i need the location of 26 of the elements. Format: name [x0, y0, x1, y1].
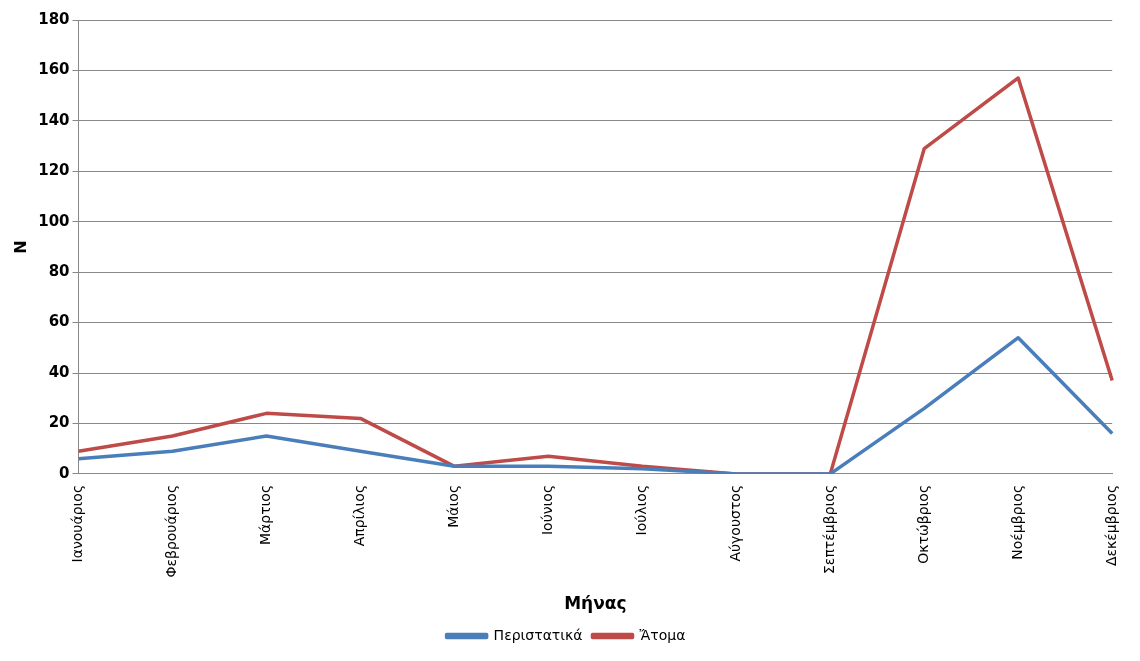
y-tick-label: 120 [38, 161, 70, 180]
x-axis-title: Μήνας [564, 593, 627, 614]
legend-label: Περιστατικά [493, 626, 583, 643]
y-tick-label: 40 [48, 362, 70, 381]
x-tick-label: Φεβρουάριος [163, 484, 180, 578]
y-tick-label: 100 [38, 211, 70, 230]
y-tick-label: 60 [48, 312, 70, 331]
y-axis-title: N [10, 240, 30, 254]
y-tick-label: 140 [38, 110, 70, 129]
x-tick-label: Οκτώβριος [914, 484, 931, 564]
x-tick-label: Αύγουστος [726, 484, 743, 562]
x-tick-label: Σεπτέμβριος [820, 484, 837, 574]
legend-label: Ἄτομα [639, 626, 686, 643]
x-tick-label: Ιανουάριος [69, 484, 86, 563]
x-tick-label: Απρίλιος [351, 484, 368, 547]
x-tick-label: Ιούνιος [539, 484, 556, 536]
y-tick-label: 20 [48, 413, 70, 432]
x-tick-label: Μάρτιος [257, 484, 274, 546]
x-tick-label: Νοέμβριος [1008, 484, 1025, 560]
y-tick-label: 80 [48, 262, 70, 281]
x-tick-label: Μάιος [445, 484, 462, 528]
y-tick-label: 160 [38, 60, 70, 79]
x-tick-label: Ιούλιος [632, 484, 649, 536]
x-tick-label: Δεκέμβριος [1102, 484, 1119, 567]
y-tick-label: 180 [38, 9, 70, 28]
y-tick-label: 0 [59, 463, 70, 482]
